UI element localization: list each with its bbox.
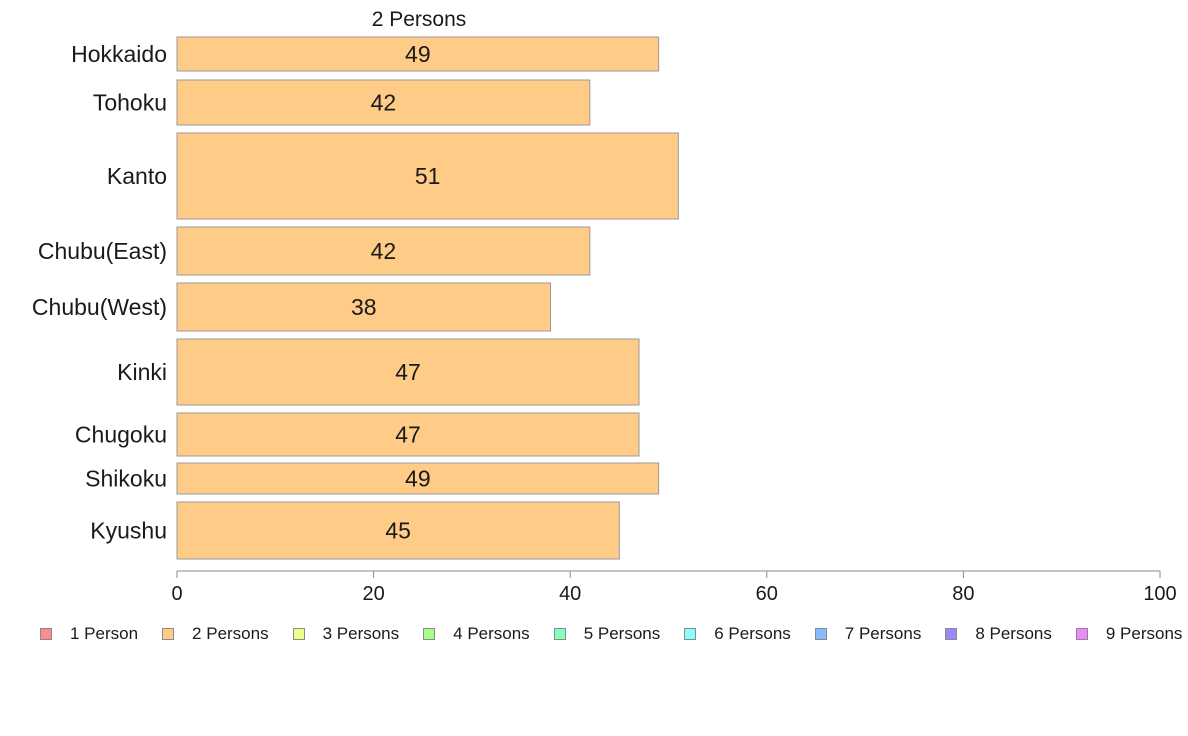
category-label: Chubu(West) <box>32 294 167 320</box>
data-label: 42 <box>371 90 397 116</box>
legend-label: 2 Persons <box>192 624 269 643</box>
legend-swatch <box>40 628 52 640</box>
category-label: Shikoku <box>85 466 167 492</box>
legend-swatch <box>1075 628 1088 640</box>
x-tick-label: 40 <box>559 583 581 605</box>
bar-chubu-east <box>176 226 591 276</box>
legend-item: 8 Persons <box>945 624 1076 644</box>
x-axis: 0 20 40 60 80 100 <box>171 570 1177 605</box>
legend-item: 2 Persons <box>162 624 293 644</box>
legend-label: 3 Persons <box>322 624 400 643</box>
category-label: Hokkaido <box>71 41 167 67</box>
bar-hokkaido <box>176 36 660 72</box>
legend-item: 5 Persons <box>553 624 685 644</box>
data-label: 47 <box>395 422 421 448</box>
bar-kinki <box>176 338 640 406</box>
legend-item: 6 Persons <box>684 624 815 644</box>
x-tick-label: 100 <box>1143 583 1176 605</box>
bar-kanto <box>176 132 679 220</box>
category-label: Kinki <box>117 359 167 385</box>
legend-item: 3 Persons <box>292 624 424 644</box>
data-label: 51 <box>415 163 441 189</box>
bar-shikoku <box>176 462 660 495</box>
category-label: Kanto <box>107 163 167 189</box>
x-tick-label: 80 <box>952 583 974 605</box>
legend-label: 6 Persons <box>714 624 791 643</box>
x-tick-label: 20 <box>362 583 384 605</box>
legend-label: 7 Persons <box>844 624 922 643</box>
data-label: 47 <box>395 359 421 385</box>
bar-kyushu <box>176 501 620 560</box>
legend-label: 5 Persons <box>583 624 661 643</box>
legend-swatch <box>292 628 305 640</box>
legend: 1 Person 2 Persons 3 Persons 4 Persons 5 Per… <box>40 624 1188 644</box>
legend-item: 4 Persons <box>423 624 554 644</box>
legend-label: 8 Persons <box>975 624 1052 643</box>
legend-swatch <box>684 628 697 640</box>
legend-label: 9 Persons <box>1105 624 1183 643</box>
x-tick-label: 60 <box>756 583 778 605</box>
legend-swatch <box>423 628 436 640</box>
category-label: Chugoku <box>75 422 167 448</box>
x-tick-label: 0 <box>171 583 182 605</box>
data-label: 45 <box>385 518 411 544</box>
data-label: 49 <box>405 466 431 492</box>
legend-item: 9 Persons <box>1075 624 1188 644</box>
category-label: Chubu(East) <box>38 238 167 264</box>
legend-swatch <box>814 628 827 640</box>
category-label: Tohoku <box>93 90 167 116</box>
data-label: 38 <box>351 294 377 320</box>
bar-tohoku <box>176 79 591 126</box>
bars-layer: 49 Hokkaido 42 Tohoku 51 Kanto 42 Chubu(East) 38… <box>32 36 679 560</box>
category-label: Kyushu <box>90 518 167 544</box>
data-label: 49 <box>405 41 431 67</box>
legend-item: 7 Persons <box>814 624 946 644</box>
legend-item: 1 Person <box>40 624 162 644</box>
bar-chugoku <box>176 412 640 457</box>
legend-swatch <box>945 628 958 640</box>
legend-label: 4 Persons <box>453 624 530 643</box>
legend-label: 1 Person <box>70 624 139 643</box>
chart-title: 2 Persons <box>372 8 467 31</box>
bar-chubu-west <box>176 282 552 332</box>
legend-swatch <box>162 628 175 640</box>
legend-swatch <box>553 628 566 640</box>
data-label: 42 <box>371 238 397 264</box>
